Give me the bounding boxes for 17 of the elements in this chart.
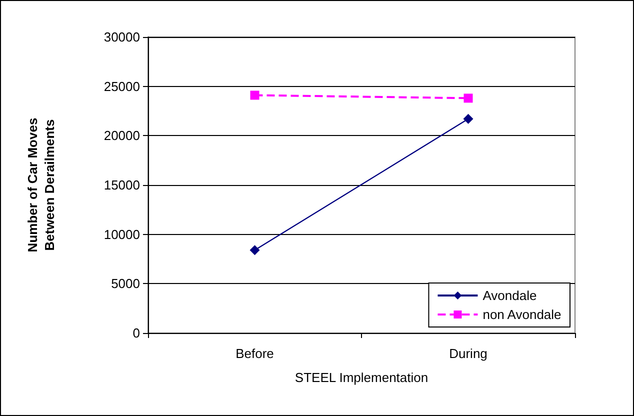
point xyxy=(250,245,260,256)
y-tick-label: 25000 xyxy=(104,78,140,94)
x-tick-label: During xyxy=(449,346,488,361)
x-tick-label: Before xyxy=(236,346,274,361)
y-tick-label: 0 xyxy=(132,326,140,340)
point xyxy=(463,114,474,124)
y-tick-label: 20000 xyxy=(104,128,140,144)
y-tick-label: 15000 xyxy=(104,178,140,192)
x-axis-title: STEEL Implementation xyxy=(294,370,428,385)
y-tick-label: 30000 xyxy=(104,30,140,44)
y-tick-label: 5000 xyxy=(111,276,140,292)
y-axis-title: Number of Car Moves Between Derailments xyxy=(25,118,57,252)
legend-label: non Avondale xyxy=(482,307,562,322)
y-tick-label: 10000 xyxy=(104,226,140,242)
legend-label: Avondale xyxy=(482,288,537,303)
point xyxy=(464,94,473,103)
point xyxy=(250,90,260,100)
